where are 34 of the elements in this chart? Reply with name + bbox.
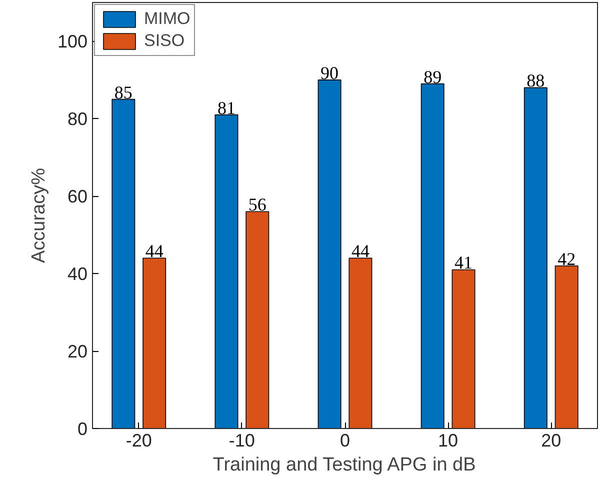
bar [142, 258, 166, 428]
x-tick-label: -10 [228, 430, 255, 450]
y-axis-title: Accuracy% [28, 168, 50, 264]
bar [112, 98, 136, 428]
data-label: 42 [558, 248, 576, 269]
data-label: 88 [526, 70, 545, 91]
x-tick-label: 0 [340, 430, 350, 450]
y-tick-label: 40 [67, 264, 88, 284]
x-tick-label: 10 [438, 430, 458, 450]
data-label: 44 [351, 241, 370, 262]
bar [452, 269, 476, 428]
bar [214, 114, 238, 428]
data-label: 41 [454, 252, 473, 273]
data-label: 89 [424, 66, 442, 87]
data-label: 85 [114, 82, 132, 102]
legend-label: MIMO [144, 9, 190, 29]
bar [246, 211, 270, 428]
data-label: 44 [145, 241, 164, 262]
bar [348, 258, 372, 428]
bar [524, 87, 548, 428]
y-tick-label: 20 [67, 342, 88, 362]
x-tick-label: 20 [541, 430, 562, 450]
x-tick-label: -20 [126, 430, 152, 450]
bar [318, 80, 342, 428]
y-tick-label: 60 [67, 186, 88, 207]
bar [554, 265, 578, 428]
bar [420, 83, 444, 428]
y-tick-label: 80 [67, 109, 88, 130]
data-label: 56 [248, 194, 266, 215]
x-axis-title: Training and Testing APG in dB [212, 454, 476, 476]
y-tick-label: 100 [57, 32, 88, 52]
legend-label: SISO [144, 31, 185, 51]
data-label: 90 [320, 62, 339, 83]
data-label: 81 [217, 98, 236, 118]
